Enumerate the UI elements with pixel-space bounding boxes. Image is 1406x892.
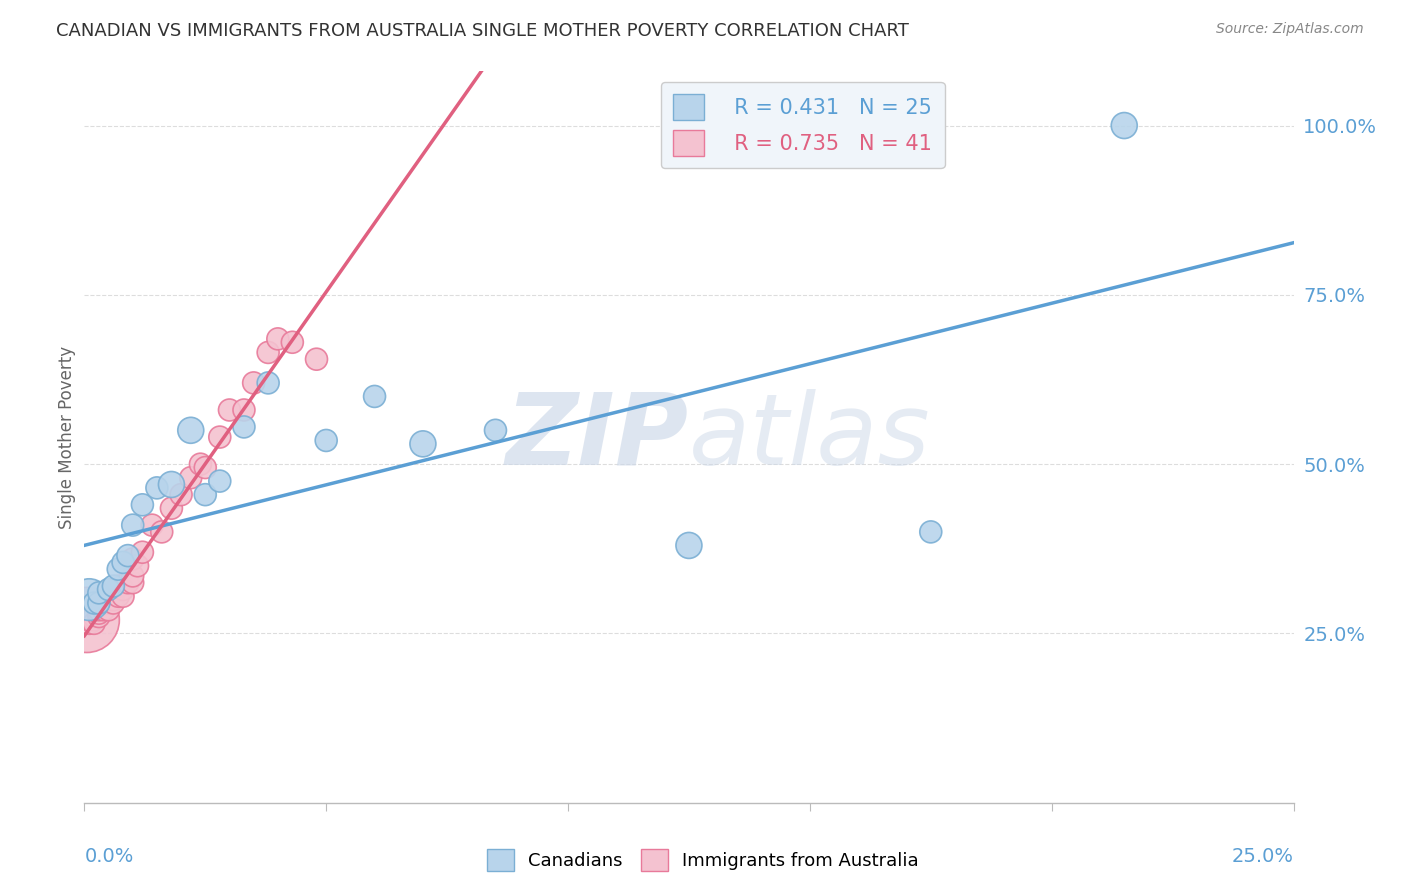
Point bbox=[194, 460, 217, 475]
Point bbox=[160, 477, 183, 491]
Point bbox=[131, 498, 153, 512]
Point bbox=[107, 589, 129, 603]
Point bbox=[180, 471, 202, 485]
Text: 25.0%: 25.0% bbox=[1232, 847, 1294, 866]
Point bbox=[180, 423, 202, 437]
Point bbox=[76, 613, 98, 627]
Point bbox=[77, 592, 100, 607]
Point bbox=[77, 616, 100, 631]
Point bbox=[257, 345, 280, 359]
Point bbox=[121, 569, 143, 583]
Point bbox=[242, 376, 264, 390]
Point bbox=[112, 555, 135, 569]
Point bbox=[127, 558, 149, 573]
Point bbox=[83, 613, 105, 627]
Point bbox=[83, 616, 105, 631]
Point bbox=[112, 582, 135, 597]
Point bbox=[208, 474, 231, 488]
Point bbox=[257, 376, 280, 390]
Point bbox=[87, 603, 110, 617]
Point bbox=[87, 596, 110, 610]
Text: 0.0%: 0.0% bbox=[84, 847, 134, 866]
Point bbox=[121, 575, 143, 590]
Point bbox=[83, 609, 105, 624]
Point bbox=[315, 434, 337, 448]
Point bbox=[160, 501, 183, 516]
Text: CANADIAN VS IMMIGRANTS FROM AUSTRALIA SINGLE MOTHER POVERTY CORRELATION CHART: CANADIAN VS IMMIGRANTS FROM AUSTRALIA SI… bbox=[56, 22, 910, 40]
Point bbox=[93, 599, 115, 614]
Point bbox=[83, 596, 105, 610]
Point bbox=[117, 575, 139, 590]
Point bbox=[1114, 119, 1136, 133]
Point bbox=[117, 549, 139, 563]
Point bbox=[87, 606, 110, 620]
Point bbox=[141, 518, 163, 533]
Point bbox=[112, 589, 135, 603]
Point bbox=[121, 518, 143, 533]
Text: Source: ZipAtlas.com: Source: ZipAtlas.com bbox=[1216, 22, 1364, 37]
Point bbox=[97, 603, 120, 617]
Point bbox=[146, 481, 169, 495]
Point bbox=[233, 420, 256, 434]
Point bbox=[281, 335, 304, 350]
Point bbox=[97, 596, 120, 610]
Point bbox=[218, 403, 240, 417]
Point bbox=[87, 609, 110, 624]
Point bbox=[305, 352, 328, 367]
Point bbox=[121, 552, 143, 566]
Point bbox=[208, 430, 231, 444]
Y-axis label: Single Mother Poverty: Single Mother Poverty bbox=[58, 345, 76, 529]
Point bbox=[267, 332, 290, 346]
Point bbox=[412, 437, 434, 451]
Legend: Canadians, Immigrants from Australia: Canadians, Immigrants from Australia bbox=[479, 842, 927, 879]
Point bbox=[103, 592, 125, 607]
Text: ZIP: ZIP bbox=[506, 389, 689, 485]
Point bbox=[103, 579, 125, 593]
Text: atlas: atlas bbox=[689, 389, 931, 485]
Point bbox=[678, 538, 700, 552]
Point bbox=[77, 613, 100, 627]
Point bbox=[190, 457, 212, 471]
Legend:   R = 0.431   N = 25,   R = 0.735   N = 41: R = 0.431 N = 25, R = 0.735 N = 41 bbox=[661, 82, 945, 168]
Point bbox=[920, 524, 942, 539]
Point bbox=[484, 423, 506, 437]
Point bbox=[107, 579, 129, 593]
Point bbox=[233, 403, 256, 417]
Point bbox=[131, 545, 153, 559]
Point bbox=[150, 524, 173, 539]
Point bbox=[363, 389, 385, 403]
Point bbox=[97, 582, 120, 597]
Point bbox=[107, 562, 129, 576]
Point bbox=[103, 592, 125, 607]
Point bbox=[170, 488, 193, 502]
Point bbox=[93, 603, 115, 617]
Point bbox=[87, 586, 110, 600]
Point bbox=[103, 596, 125, 610]
Point bbox=[194, 488, 217, 502]
